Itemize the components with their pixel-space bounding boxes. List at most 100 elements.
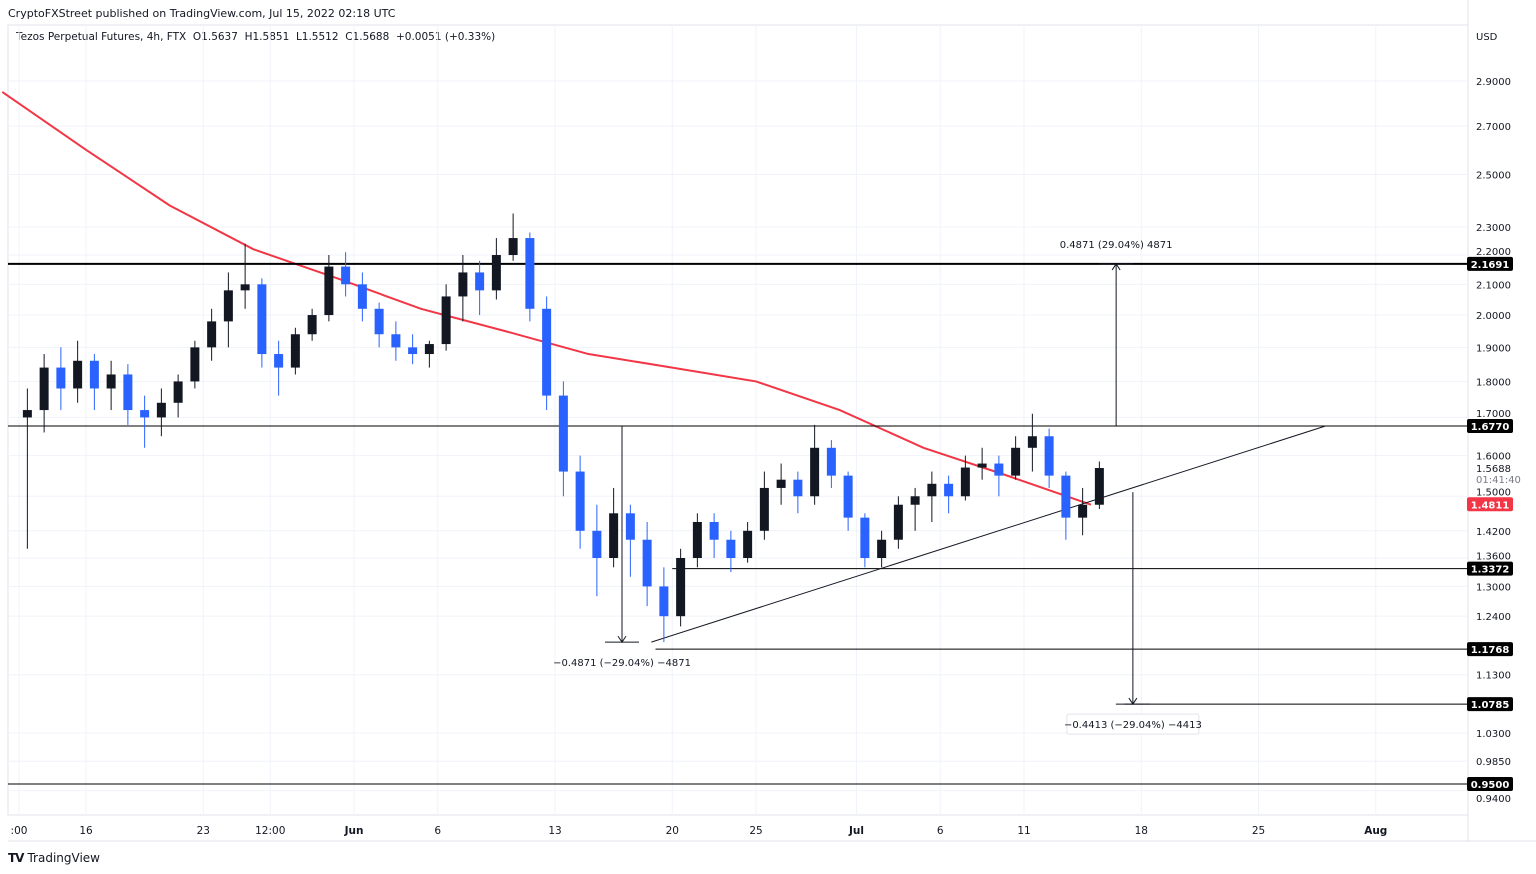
candle-body xyxy=(759,487,769,531)
candle-body xyxy=(1078,504,1088,518)
candle xyxy=(642,521,652,607)
candle-body xyxy=(106,374,116,389)
ohlc-high: H1.5851 xyxy=(244,31,290,43)
candle xyxy=(408,334,418,365)
candle xyxy=(625,504,635,577)
y-tick-label: 1.0300 xyxy=(1476,729,1511,740)
candle xyxy=(307,308,317,341)
x-tick-label: Aug xyxy=(1364,825,1387,837)
candle-body xyxy=(39,367,49,411)
candle xyxy=(709,513,719,558)
candle xyxy=(1078,487,1088,536)
level-price-badge: 1.3372 xyxy=(1471,565,1510,576)
y-tick-label: 1.4200 xyxy=(1476,527,1511,538)
y-tick-label: 2.2000 xyxy=(1476,247,1511,258)
published-caption: CryptoFXStreet published on TradingView.… xyxy=(8,7,396,20)
level-price-badge-bg xyxy=(1467,777,1513,791)
x-tick-label: 6 xyxy=(937,825,944,837)
candle-body xyxy=(190,347,200,382)
level-price-badge: 0.9500 xyxy=(1471,780,1510,791)
candle-body xyxy=(558,395,568,472)
candle xyxy=(458,255,468,322)
x-tick-label: 16 xyxy=(79,825,93,837)
y-tick-label: 1.2400 xyxy=(1476,612,1511,623)
candle-body xyxy=(1027,436,1037,448)
candle xyxy=(692,513,702,568)
candle xyxy=(106,360,116,411)
candle-body xyxy=(1094,468,1104,505)
candle-body xyxy=(793,479,803,497)
y-tick-label: 2.9000 xyxy=(1476,77,1511,88)
candle-body xyxy=(307,315,317,335)
y-tick-label: 1.3600 xyxy=(1476,552,1511,563)
candle xyxy=(826,440,836,488)
candle-body xyxy=(408,347,418,355)
x-tick-label: 25 xyxy=(749,825,762,837)
candle-body xyxy=(676,557,686,617)
candle xyxy=(910,487,920,531)
candle-body xyxy=(542,308,552,396)
symbol-name[interactable]: Tezos Perpetual Futures, 4h, FTX xyxy=(16,31,187,43)
candle xyxy=(743,521,753,563)
candle xyxy=(1094,461,1104,510)
level-price-badge: 1.1768 xyxy=(1471,645,1510,656)
candle xyxy=(726,530,736,573)
candle-body xyxy=(1011,447,1021,476)
candle-body xyxy=(508,238,518,256)
candle-body xyxy=(324,266,334,316)
candle-body xyxy=(642,539,652,587)
bar-countdown: 01:41:40 xyxy=(1476,475,1521,486)
candle xyxy=(977,447,987,480)
measure-label-box xyxy=(1066,713,1200,735)
candle-body xyxy=(290,334,300,368)
candle xyxy=(810,424,820,505)
y-tick-label: 1.5000 xyxy=(1476,487,1511,498)
candle xyxy=(1061,471,1071,540)
candle xyxy=(257,278,267,368)
y-tick-label: 1.6000 xyxy=(1476,452,1511,463)
candle xyxy=(341,252,351,297)
candle-body xyxy=(240,284,250,291)
level-price-badge-bg xyxy=(1467,419,1513,434)
candle xyxy=(525,232,535,322)
candle-body xyxy=(826,447,836,476)
candle xyxy=(240,243,250,309)
candle xyxy=(927,471,937,522)
candle xyxy=(475,260,485,316)
ascending-trendline xyxy=(651,425,1326,643)
candle xyxy=(22,388,32,549)
candle-body xyxy=(140,410,150,418)
candle-body xyxy=(877,539,887,558)
candle-body xyxy=(776,479,786,488)
candle-body xyxy=(1061,475,1071,518)
candle xyxy=(994,455,1004,497)
candle-body xyxy=(56,367,66,389)
candle-body xyxy=(441,296,451,345)
candle xyxy=(676,548,686,627)
candle-body xyxy=(709,521,719,540)
candle-body xyxy=(893,504,903,540)
candle-body xyxy=(491,255,501,291)
candle xyxy=(357,272,367,322)
candle-body xyxy=(341,266,351,285)
candle xyxy=(123,364,133,425)
x-tick-label: 13 xyxy=(548,825,561,837)
ohlc-low: L1.5512 xyxy=(295,31,339,43)
y-tick-label: 1.9000 xyxy=(1476,343,1511,354)
y-tick-label: 2.5000 xyxy=(1476,170,1511,181)
candle-body xyxy=(575,471,585,531)
candle-body xyxy=(910,496,920,505)
x-tick-label: 20 xyxy=(666,825,679,837)
y-tick-label: 2.0000 xyxy=(1476,311,1511,322)
candle-body xyxy=(1044,436,1054,476)
x-tick-label: 11 xyxy=(1017,825,1030,837)
candle xyxy=(374,302,384,348)
candle xyxy=(324,255,334,322)
candle-body xyxy=(592,530,602,558)
candle-body xyxy=(123,374,133,411)
candle xyxy=(89,354,99,411)
x-tick-label: 6 xyxy=(434,825,441,837)
y-tick-label: 0.9850 xyxy=(1476,757,1511,768)
candle-body xyxy=(726,539,736,558)
